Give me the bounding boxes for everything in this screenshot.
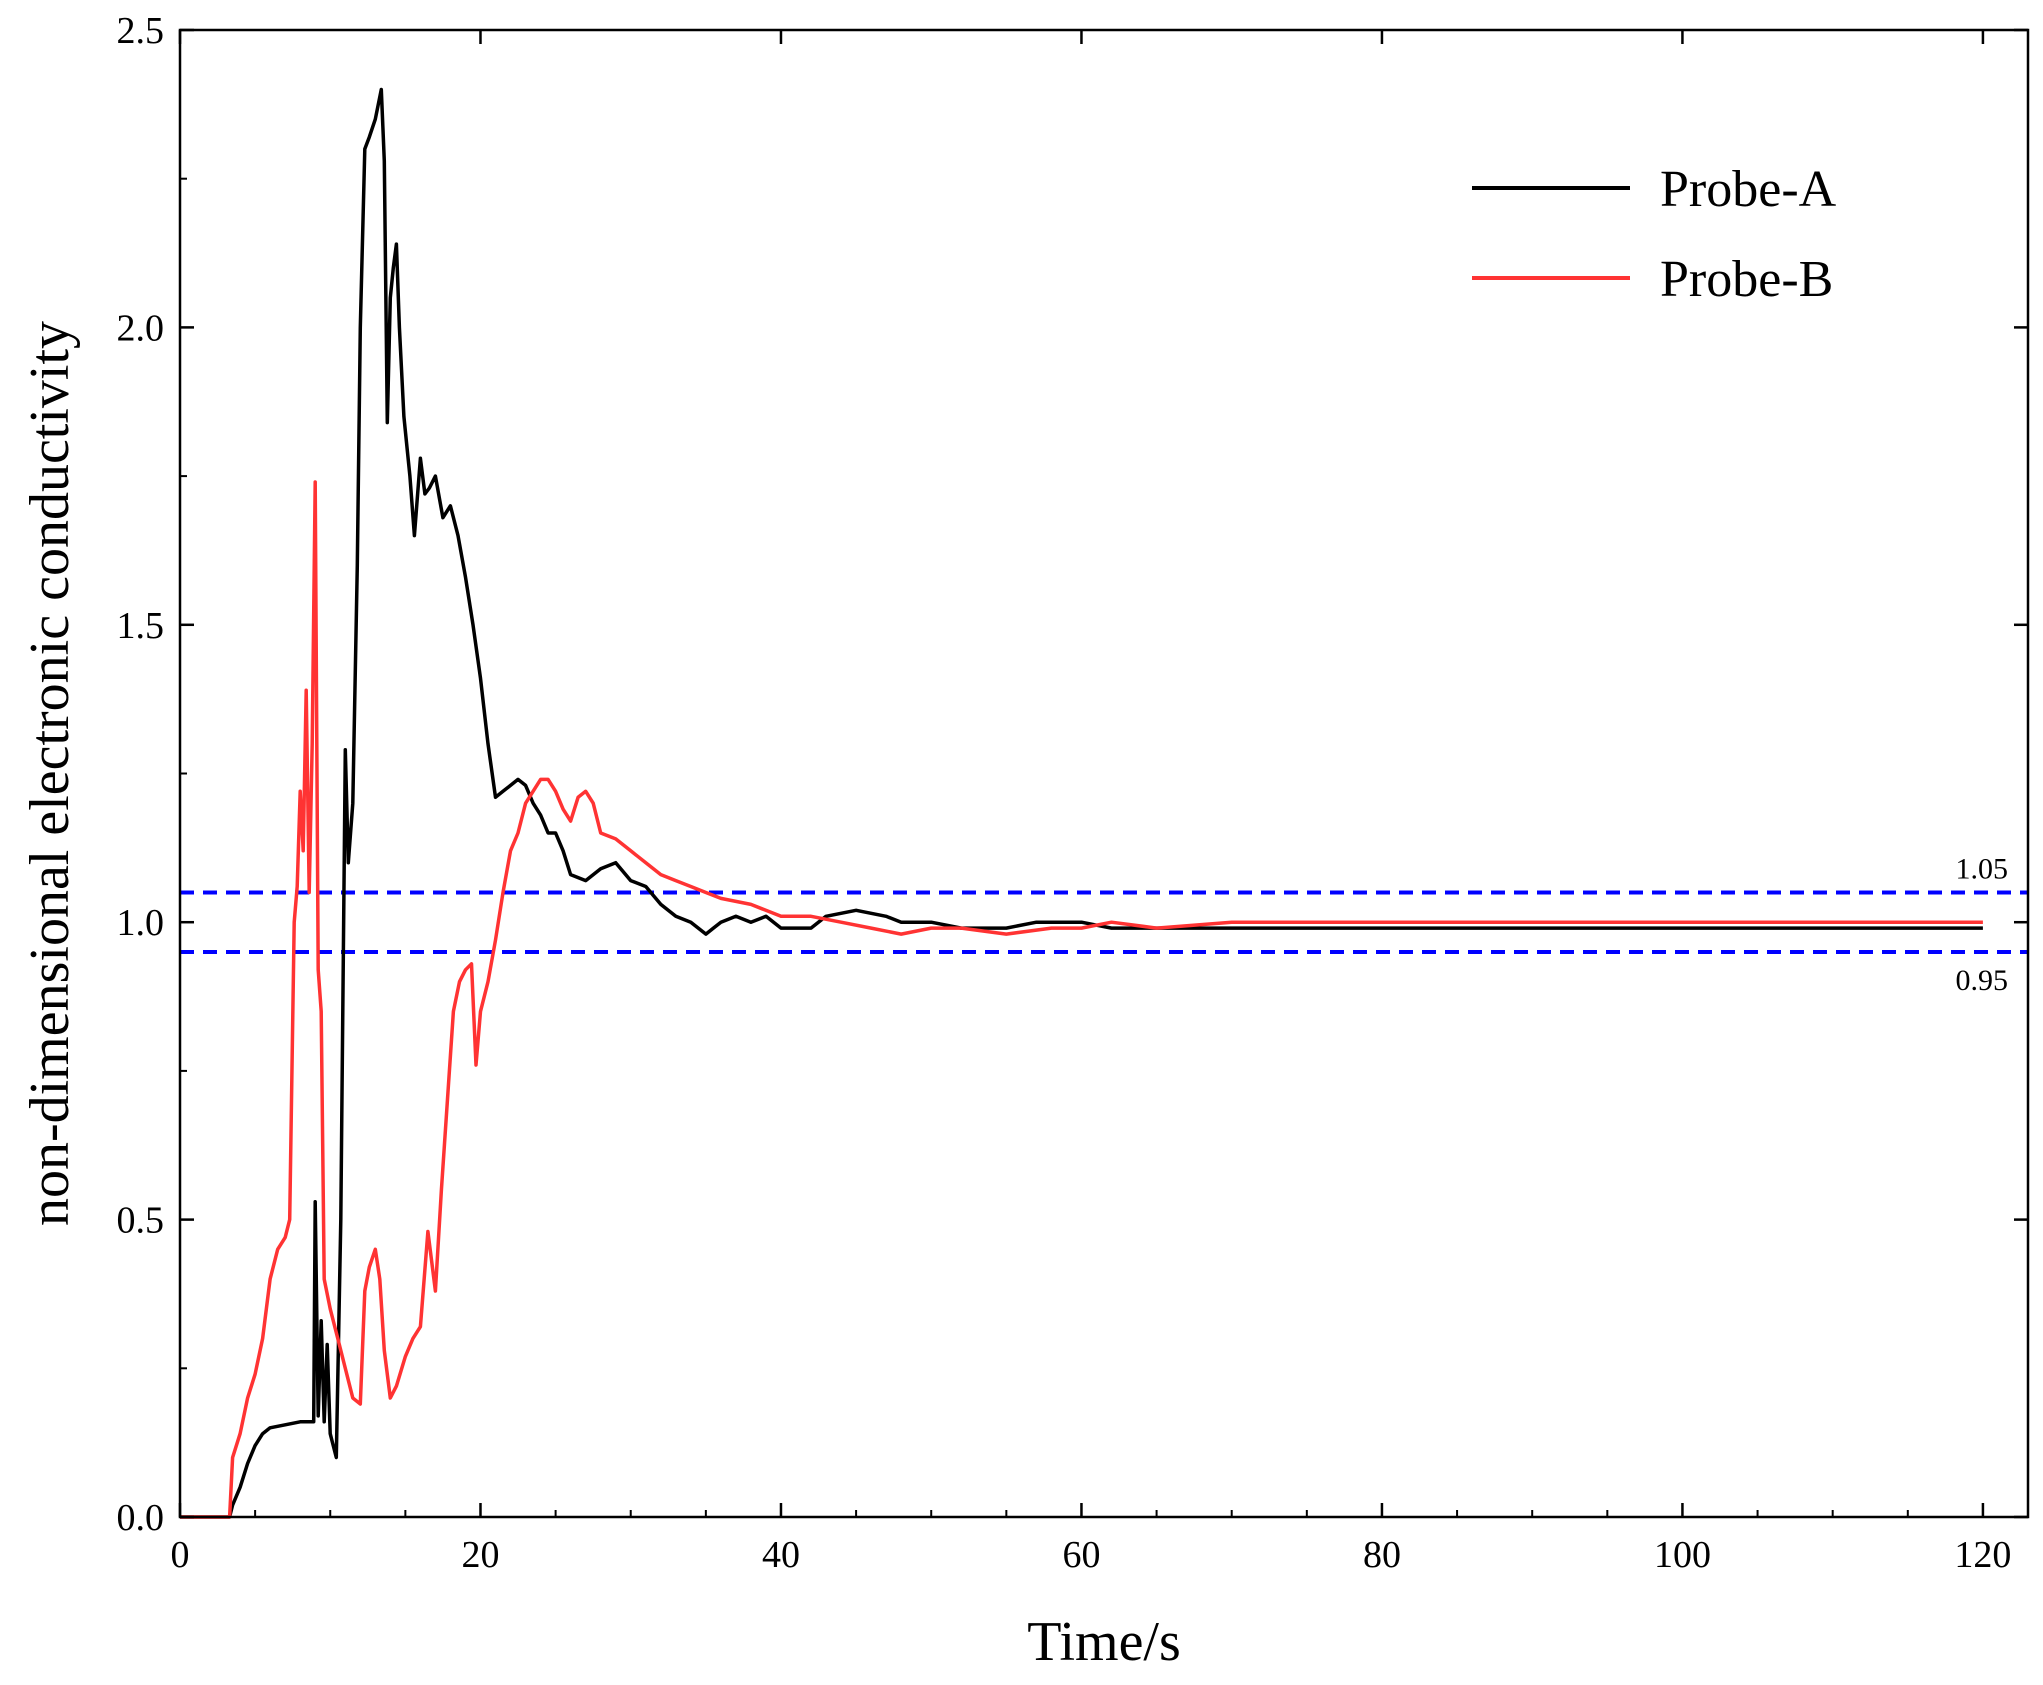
x-tick-label: 120 xyxy=(1954,1534,2011,1576)
x-tick-label: 0 xyxy=(171,1534,190,1576)
series-line-probe-a xyxy=(180,87,1983,1519)
series-line-probe-b xyxy=(180,480,1983,1519)
y-tick-label: 0.0 xyxy=(117,1497,165,1539)
reference-label-0-95: 0.95 xyxy=(1956,964,2009,997)
x-tick-label: 60 xyxy=(1062,1534,1100,1576)
axis-ticks xyxy=(178,28,2028,1519)
x-axis-title: Time/s xyxy=(1027,1611,1181,1673)
y-axis-title: non-dimensional electronic conductivity xyxy=(19,321,81,1226)
y-tick-label: 0.5 xyxy=(117,1200,165,1242)
reference-lines: 1.05 0.95 xyxy=(180,852,2028,997)
x-tick-label: 40 xyxy=(762,1534,800,1576)
x-tick-label: 100 xyxy=(1654,1534,1711,1576)
y-tick-label: 2.5 xyxy=(117,10,165,52)
x-tick-label: 20 xyxy=(461,1534,499,1576)
legend: Probe-A Probe-B xyxy=(1472,161,1837,308)
series-layer xyxy=(180,87,1983,1519)
x-tick-label: 80 xyxy=(1363,1534,1401,1576)
reference-label-1-05: 1.05 xyxy=(1956,852,2009,885)
tick-labels: 0 20 40 60 80 100 120 0.0 0.5 1.0 1.5 2.0 2.5 xyxy=(117,10,2012,1576)
legend-label-probe-b: Probe-B xyxy=(1660,251,1833,308)
y-tick-label: 1.0 xyxy=(117,902,165,944)
legend-label-probe-a: Probe-A xyxy=(1660,161,1837,218)
y-tick-label: 1.5 xyxy=(117,605,165,647)
y-tick-label: 2.0 xyxy=(117,307,165,349)
